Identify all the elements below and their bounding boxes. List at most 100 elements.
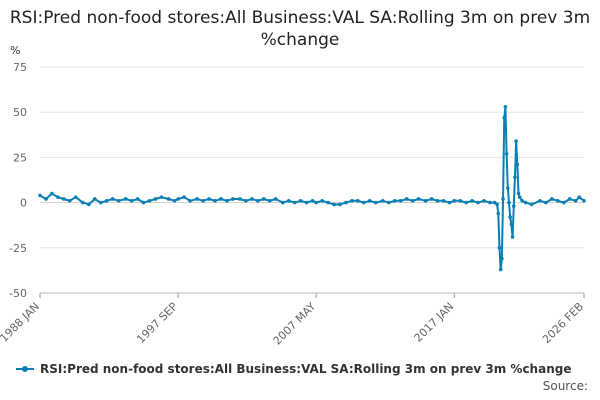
data-point[interactable] [332, 202, 336, 207]
data-point[interactable] [56, 195, 60, 199]
data-point[interactable] [92, 197, 97, 201]
data-point[interactable] [423, 198, 428, 203]
data-point[interactable] [166, 197, 171, 201]
data-point[interactable] [508, 215, 512, 219]
data-point[interactable] [281, 200, 285, 205]
data-point[interactable] [506, 186, 510, 190]
data-point[interactable] [147, 198, 152, 203]
data-point[interactable] [429, 197, 434, 201]
data-point[interactable] [410, 198, 415, 203]
data-point[interactable] [320, 198, 324, 203]
data-point[interactable] [488, 200, 492, 205]
data-point[interactable] [73, 195, 78, 199]
data-point[interactable] [201, 198, 205, 203]
data-point[interactable] [338, 202, 342, 207]
data-point[interactable] [182, 195, 186, 199]
data-point[interactable] [386, 200, 391, 205]
data-point[interactable] [159, 195, 164, 199]
data-point[interactable] [514, 139, 518, 143]
data-point[interactable] [256, 198, 260, 203]
data-point[interactable] [544, 200, 548, 205]
data-point[interactable] [219, 197, 223, 201]
data-point[interactable] [510, 235, 515, 239]
data-point[interactable] [141, 200, 146, 205]
data-point[interactable] [207, 197, 211, 201]
data-point[interactable] [513, 175, 517, 180]
data-point[interactable] [67, 198, 72, 203]
data-point[interactable] [38, 193, 42, 198]
data-point[interactable] [529, 202, 534, 207]
data-point[interactable] [516, 191, 521, 196]
data-point[interactable] [577, 195, 582, 199]
data-point[interactable] [238, 197, 242, 201]
data-point[interactable] [452, 198, 457, 203]
data-point[interactable] [538, 198, 542, 203]
legend[interactable]: RSI:Pred non-food stores:All Business:VA… [16, 362, 571, 376]
data-point[interactable] [582, 198, 586, 203]
data-point[interactable] [470, 198, 474, 203]
data-point[interactable] [556, 198, 560, 203]
data-point[interactable] [292, 200, 297, 205]
data-point[interactable] [356, 198, 360, 203]
data-point[interactable] [482, 198, 486, 203]
data-point[interactable] [273, 197, 278, 201]
data-point[interactable] [523, 200, 528, 205]
data-point[interactable] [447, 200, 452, 205]
data-point[interactable] [98, 200, 103, 205]
data-point[interactable] [502, 115, 507, 120]
data-point[interactable] [458, 198, 463, 203]
data-point[interactable] [501, 197, 505, 201]
data-point[interactable] [550, 197, 554, 201]
data-point[interactable] [231, 197, 235, 201]
data-point[interactable] [81, 200, 85, 205]
data-point[interactable] [350, 198, 354, 203]
data-point[interactable] [135, 197, 140, 201]
data-point[interactable] [188, 198, 192, 203]
data-point[interactable] [496, 211, 501, 216]
data-point[interactable] [495, 202, 499, 207]
data-point[interactable] [44, 197, 48, 201]
data-point[interactable] [314, 200, 318, 205]
data-point[interactable] [50, 191, 54, 196]
data-point[interactable] [392, 198, 397, 203]
data-point[interactable] [435, 198, 440, 203]
data-point[interactable] [153, 197, 158, 201]
data-point[interactable] [515, 162, 520, 167]
data-point[interactable] [344, 200, 348, 205]
data-point[interactable] [123, 197, 128, 201]
data-point[interactable] [244, 198, 248, 203]
data-point[interactable] [520, 198, 524, 203]
data-point[interactable] [476, 200, 480, 205]
data-point[interactable] [561, 200, 566, 205]
data-point[interactable] [498, 267, 503, 272]
data-point[interactable] [361, 200, 366, 205]
data-point[interactable] [87, 202, 91, 207]
data-point[interactable] [129, 198, 134, 203]
data-point[interactable] [116, 198, 121, 203]
data-point[interactable] [441, 198, 446, 203]
data-point[interactable] [509, 222, 514, 227]
data-point[interactable] [404, 197, 409, 201]
data-point[interactable] [567, 197, 572, 201]
data-point[interactable] [298, 198, 303, 203]
data-point[interactable] [62, 197, 66, 201]
data-point[interactable] [195, 197, 199, 201]
data-point[interactable] [504, 151, 509, 156]
data-point[interactable] [464, 200, 468, 205]
data-point[interactable] [381, 198, 385, 203]
data-point[interactable] [250, 197, 254, 201]
data-point[interactable] [398, 198, 403, 203]
data-point[interactable] [104, 198, 109, 203]
data-point[interactable] [511, 204, 516, 209]
data-point[interactable] [176, 197, 180, 201]
data-point[interactable] [416, 197, 421, 201]
data-point[interactable] [497, 246, 502, 250]
data-point[interactable] [517, 195, 522, 199]
data-point[interactable] [326, 200, 330, 205]
data-point[interactable] [503, 104, 508, 109]
data-point[interactable] [213, 198, 217, 203]
data-point[interactable] [225, 198, 229, 203]
data-point[interactable] [367, 198, 372, 203]
data-point[interactable] [310, 198, 315, 203]
data-point[interactable] [500, 256, 504, 261]
